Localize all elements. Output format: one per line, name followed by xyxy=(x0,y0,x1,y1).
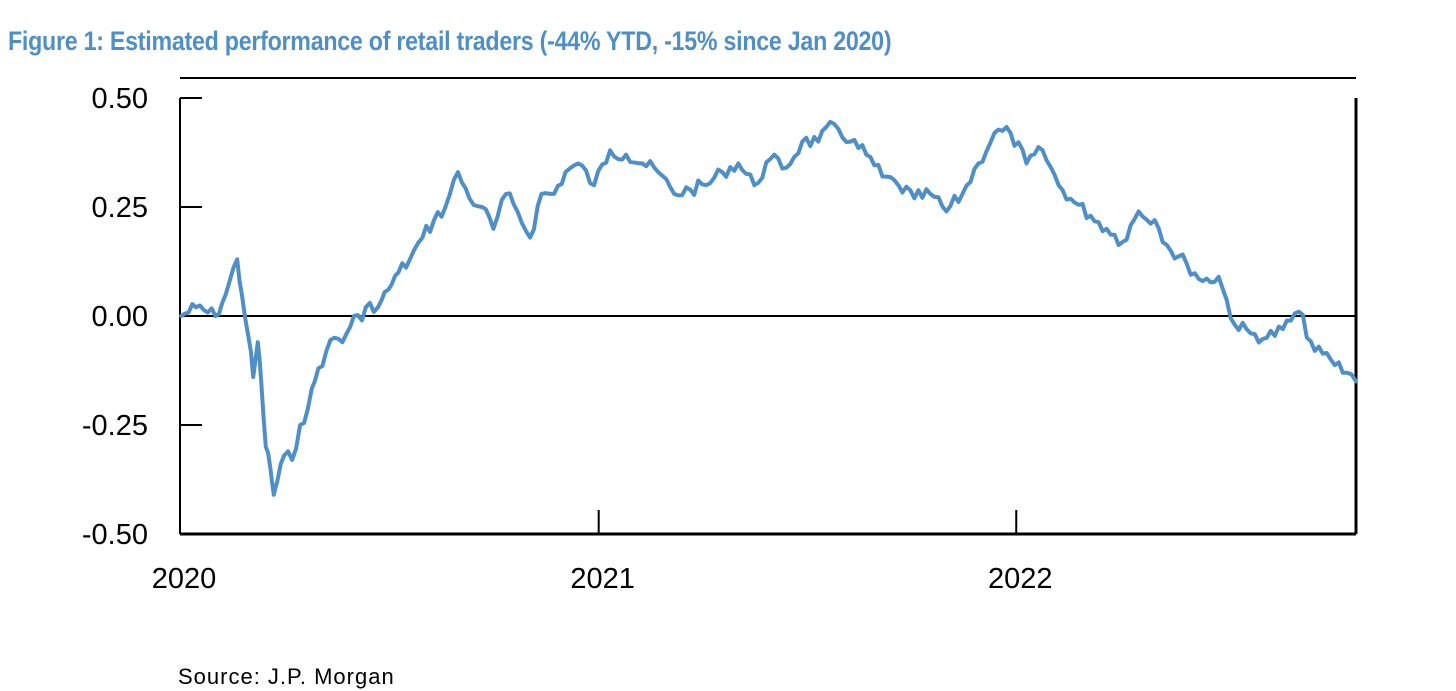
y-tick-label: 0.00 xyxy=(92,301,148,333)
series-line xyxy=(179,119,1358,497)
y-tick-label: 0.25 xyxy=(92,192,148,224)
y-axis: 0.50 0.25 0.00 -0.25 -0.50 xyxy=(82,83,202,551)
y-tick-label: 0.50 xyxy=(92,83,148,115)
x-tick-label: 2020 xyxy=(152,563,217,595)
series-group xyxy=(179,119,1358,497)
plot-frame xyxy=(179,77,1358,536)
x-tick-label: 2022 xyxy=(988,563,1053,595)
y-tick-label: -0.50 xyxy=(82,519,148,551)
y-tick-label: -0.25 xyxy=(82,410,148,442)
chart-title: Figure 1: Estimated performance of retai… xyxy=(8,26,892,56)
source-note: Source: J.P. Morgan xyxy=(178,664,395,689)
x-tick-label: 2021 xyxy=(570,563,635,595)
x-axis: 2020 2021 2022 xyxy=(152,510,1053,595)
